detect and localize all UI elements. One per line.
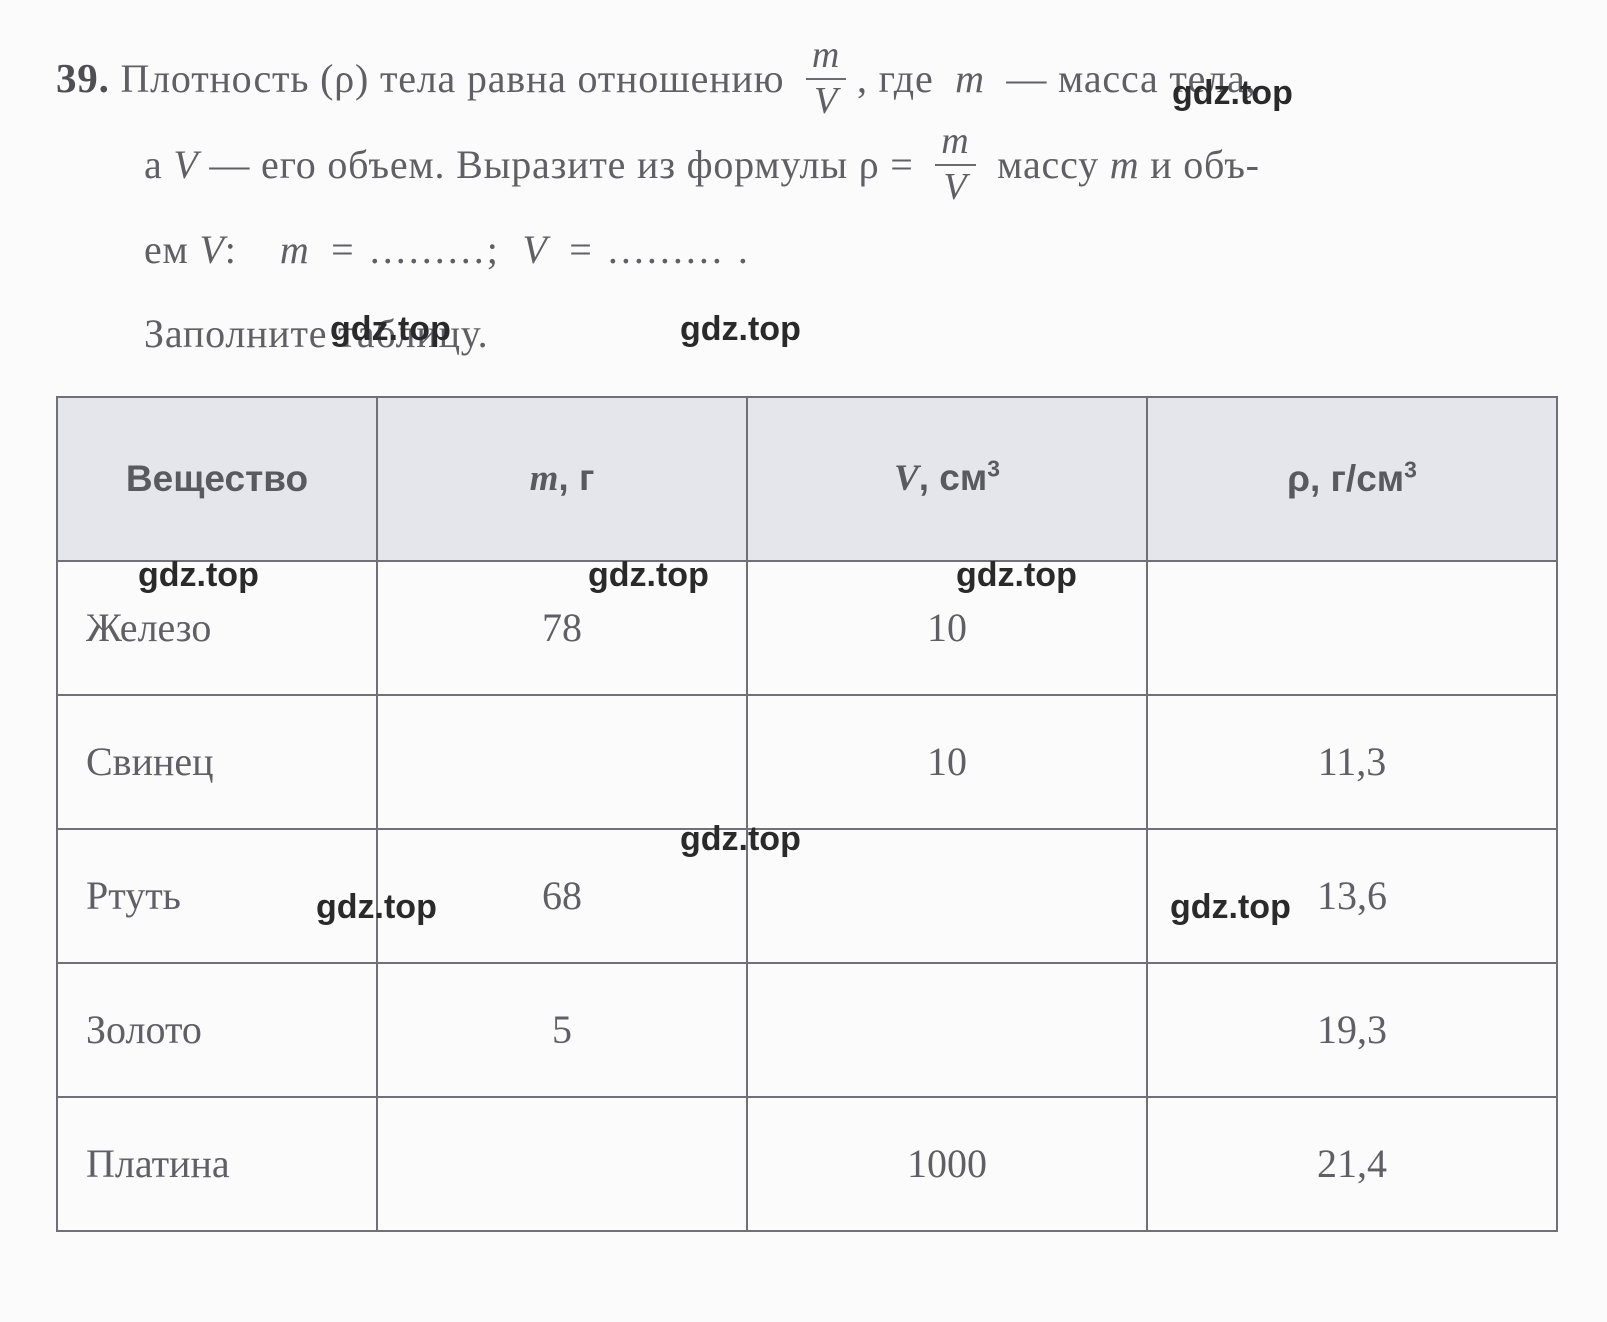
cell-volume: 10 [747,561,1147,695]
blank-V: = ......... . [569,227,751,272]
var-V: V [522,227,547,272]
cell-substance: Платина [57,1097,377,1231]
problem-statement: 39. Плотность (ρ) тела равна отношению m… [56,40,1559,372]
var-m: m [280,227,310,272]
cell-volume: 10 [747,695,1147,829]
table-row: Железо 78 10 [57,561,1557,695]
var-m: m [1110,142,1140,187]
line-1: 39. Плотность (ρ) тела равна отношению m… [56,40,1559,126]
text: : [225,227,237,272]
text: а [144,142,163,187]
cell-density: 21,4 [1147,1097,1557,1231]
line-2: а V — его объем. Выразите из формулы ρ =… [144,126,1559,212]
fraction-mv: mV [935,122,975,208]
cell-mass: 5 [377,963,747,1097]
cell-volume [747,829,1147,963]
cell-volume: 1000 [747,1097,1147,1231]
blank-m: = .........; [331,227,501,272]
watermark: gdz.top [1172,74,1293,113]
watermark: gdz.top [588,556,709,595]
watermark: gdz.top [316,888,437,927]
col-density: ρ, г/см3 [1147,397,1557,561]
text: Плотность (ρ) тела равна отношению [120,56,784,101]
var-m: m [955,56,985,101]
cell-density: 19,3 [1147,963,1557,1097]
table-row: Платина 1000 21,4 [57,1097,1557,1231]
col-substance: Вещество [57,397,377,561]
cell-volume [747,963,1147,1097]
table-row: Свинец 10 11,3 [57,695,1557,829]
table-wrapper: Вещество m, г V, см3 ρ, г/см3 Железо 78 … [56,396,1559,1232]
cell-substance: Золото [57,963,377,1097]
watermark: gdz.top [680,820,801,859]
text: , где [857,56,934,101]
text: массу [997,142,1099,187]
col-volume: V, см3 [747,397,1147,561]
density-table: Вещество m, г V, см3 ρ, г/см3 Железо 78 … [56,396,1558,1232]
table-header-row: Вещество m, г V, см3 ρ, г/см3 [57,397,1557,561]
watermark: gdz.top [138,556,259,595]
col-mass: m, г [377,397,747,561]
var-V: V [173,142,198,187]
problem-number: 39. [56,55,110,101]
fraction-mv: mV [806,36,846,122]
cell-mass [377,1097,747,1231]
line-3: ем V: m = .........; V = ......... . [144,212,1559,288]
var-V: V [199,227,224,272]
cell-density [1147,561,1557,695]
watermark: gdz.top [680,310,801,349]
watermark: gdz.top [330,310,451,349]
cell-substance: Свинец [57,695,377,829]
watermark: gdz.top [1170,888,1291,927]
table-row: Ртуть 68 13,6 [57,829,1557,963]
text: и объ- [1150,142,1260,187]
text: — его объем. Выразите из формулы ρ = [209,142,913,187]
watermark: gdz.top [956,556,1077,595]
table-row: Золото 5 19,3 [57,963,1557,1097]
cell-density: 11,3 [1147,695,1557,829]
page: 39. Плотность (ρ) тела равна отношению m… [0,0,1607,1322]
cell-mass [377,695,747,829]
text: ем [144,227,189,272]
